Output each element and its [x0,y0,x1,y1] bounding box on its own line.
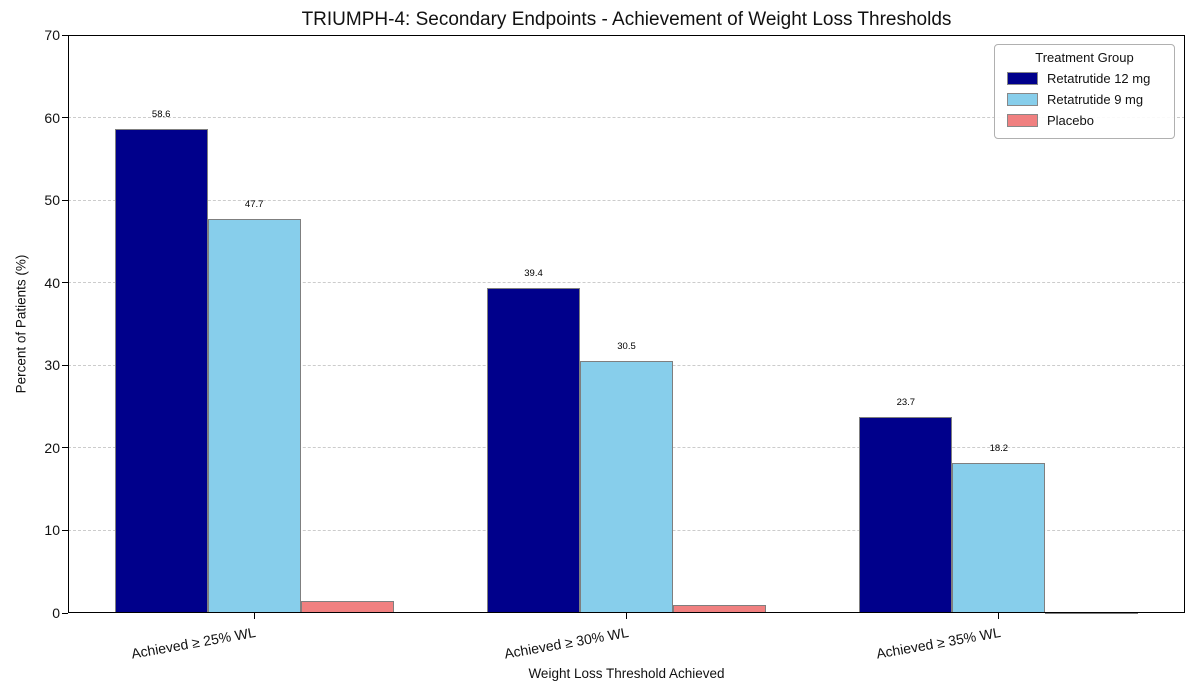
gridline [68,199,1185,201]
y-tick-label: 50 [44,192,60,209]
y-tick-mark [62,117,68,119]
gridline [68,117,1185,119]
y-tick-mark [62,529,68,531]
plot-area: Treatment Group Retatrutide 12 mg Retatru… [68,35,1185,613]
bar-value-label: 58.6 [151,109,171,121]
legend-swatch-icon [1007,114,1038,127]
x-tick-mark [626,613,627,619]
bar-retatrutide-9-mg [207,219,301,613]
x-tick-mark [253,613,255,619]
legend-item-label: Retatrutide 12 mg [1047,71,1151,86]
y-tick-mark [62,199,68,201]
legend-item-label: Retatrutide 9 mg [1047,92,1144,107]
bar-value-label: 23.7 [896,397,916,409]
y-tick-label: 40 [44,274,60,291]
legend-item: Retatrutide 12 mg [999,68,1170,89]
bar-value-label: 30.5 [617,341,636,353]
y-tick-label: 0 [52,605,60,621]
y-tick-mark [62,447,68,449]
legend-item-label: Placebo [1047,113,1094,128]
legend-swatch-icon [1007,72,1038,85]
y-tick-label: 10 [44,522,60,539]
bar-retatrutide-12-mg [114,129,208,613]
gridline [68,282,1185,284]
legend: Treatment Group Retatrutide 12 mg Retatru… [994,44,1175,139]
y-tick-mark [62,364,68,366]
chart-title: TRIUMPH-4: Secondary Endpoints - Achieve… [301,9,952,30]
bar-value-label: 39.4 [524,267,543,279]
y-axis-title: Percent of Patients (%) [13,254,29,394]
x-tick-mark [998,613,1000,619]
bar-retatrutide-12-mg [859,417,953,613]
legend-item: Retatrutide 9 mg [999,89,1170,110]
legend-item: Placebo [999,110,1170,131]
bar-retatrutide-12-mg [487,287,580,613]
legend-title: Treatment Group [1035,50,1134,65]
y-tick-label: 30 [44,357,60,374]
legend-swatch-icon [1007,93,1038,106]
y-tick-label: 60 [44,109,60,126]
y-tick-mark [62,34,68,36]
x-axis-title: Weight Loss Threshold Achieved [528,666,725,681]
bar-retatrutide-9-mg [952,462,1046,613]
y-tick-mark [62,612,68,614]
y-tick-label: 20 [44,439,60,456]
bar-value-label: 47.7 [244,199,264,211]
bar-value-label: 18.2 [989,442,1009,454]
legend-items: Retatrutide 12 mg Retatrutide 9 mg Placebo [999,68,1170,131]
y-tick-mark [62,282,68,284]
y-tick-label: 70 [44,27,60,43]
